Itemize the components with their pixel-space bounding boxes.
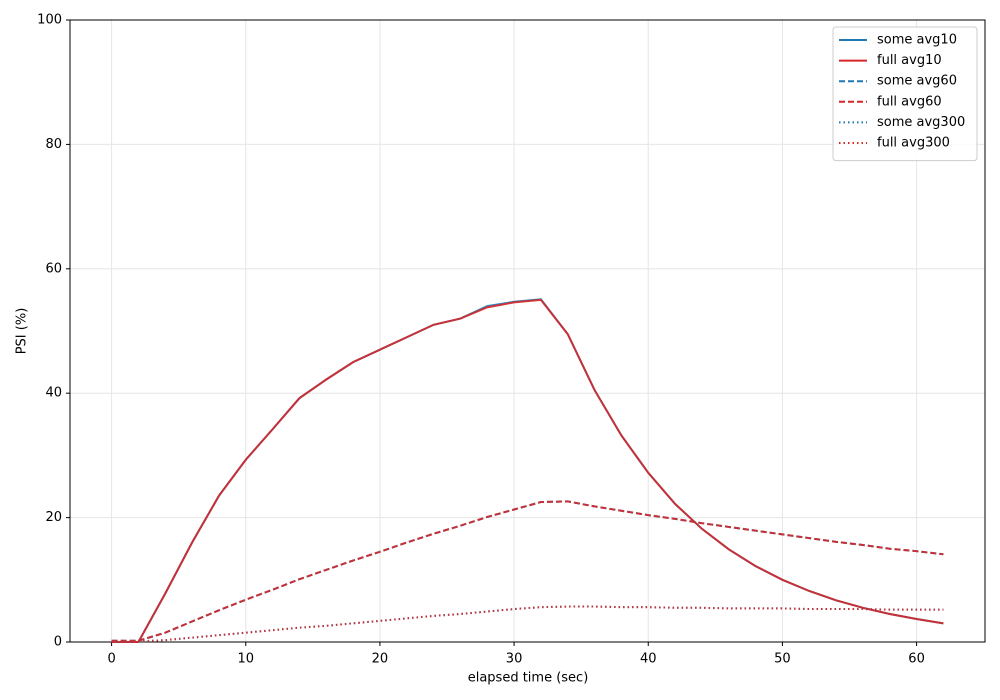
series-line <box>111 605 944 643</box>
x-tick-label: 50 <box>774 652 791 667</box>
legend-label: some avg300 <box>877 115 965 130</box>
legend-box <box>832 26 978 162</box>
series-line <box>111 500 944 642</box>
y-tick-label: 60 <box>45 261 62 276</box>
y-tick-label: 0 <box>54 635 62 650</box>
y-axis-label: PSI (%) <box>15 308 30 355</box>
legend-label: full avg10 <box>877 53 942 68</box>
x-tick-label: 40 <box>640 652 657 667</box>
x-tick-label: 60 <box>908 652 925 667</box>
x-tick-label: 0 <box>107 652 115 667</box>
series-line <box>111 298 944 643</box>
x-axis-label: elapsed time (sec) <box>468 671 589 686</box>
series-line <box>111 298 944 643</box>
x-tick-label: 20 <box>372 652 389 667</box>
y-tick-label: 100 <box>37 13 62 28</box>
legend-label: full avg300 <box>877 136 950 151</box>
x-tick-label: 30 <box>506 652 523 667</box>
y-tick-label: 20 <box>45 510 62 525</box>
y-tick-label: 40 <box>45 386 62 401</box>
series-line <box>111 500 944 642</box>
legend-label: some avg60 <box>877 74 957 89</box>
legend-label: some avg10 <box>877 33 957 48</box>
series-line <box>111 605 944 643</box>
x-tick-label: 10 <box>237 652 254 667</box>
y-tick-label: 80 <box>45 137 62 152</box>
legend-label: full avg60 <box>877 94 942 109</box>
plot-frame <box>69 19 986 643</box>
